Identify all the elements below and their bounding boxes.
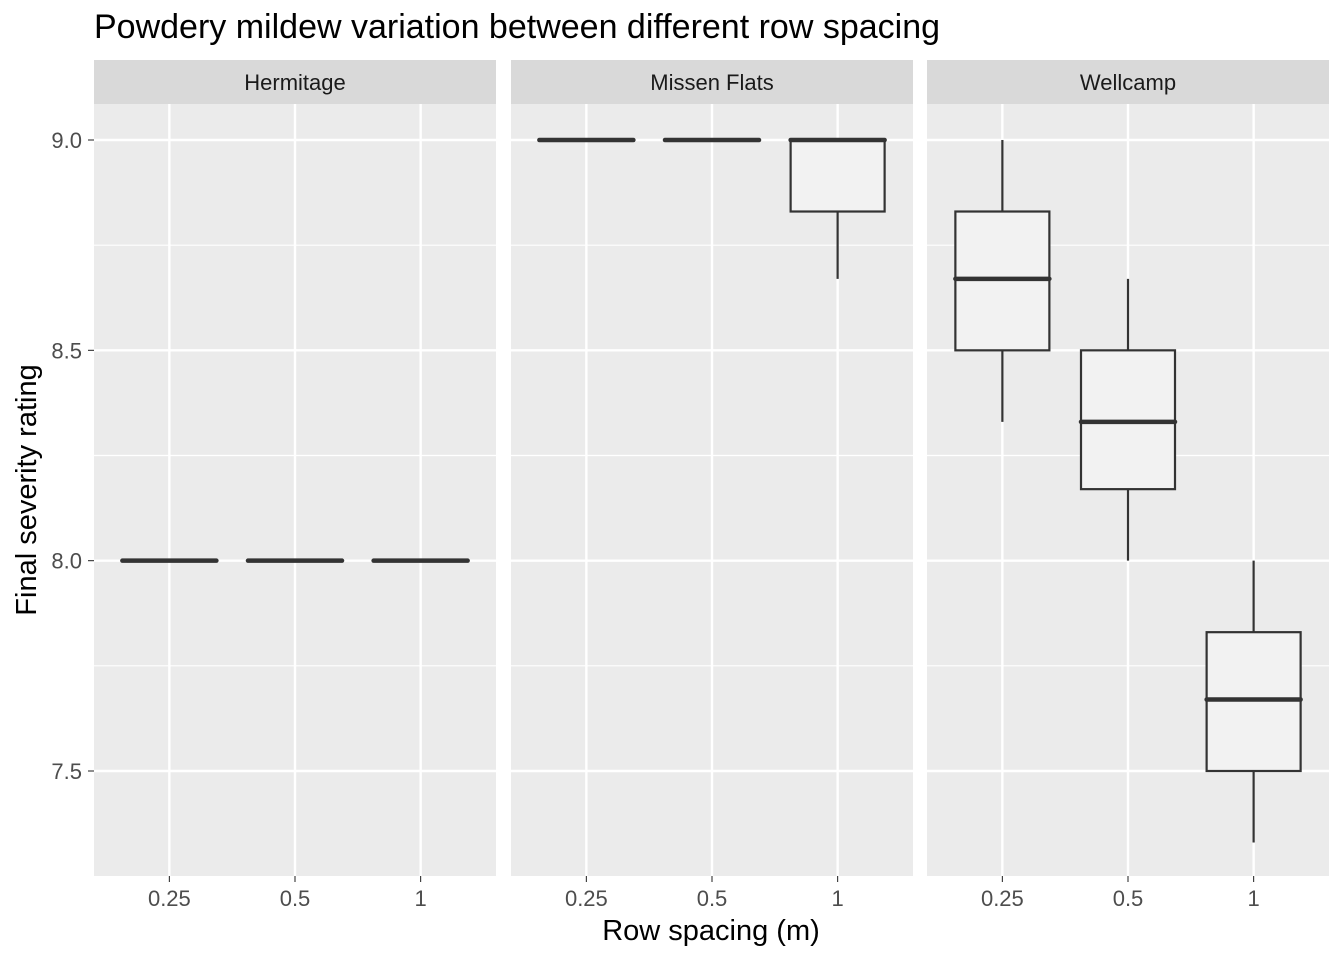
x-tick-label: 0.25 bbox=[981, 886, 1024, 911]
x-tick-label: 0.5 bbox=[697, 886, 728, 911]
y-tick-label: 9.0 bbox=[51, 128, 82, 153]
x-tick-label: 1 bbox=[415, 886, 427, 911]
box-iqr bbox=[789, 138, 886, 213]
boxplot bbox=[1078, 278, 1178, 561]
x-tick-label: 0.5 bbox=[1113, 886, 1144, 911]
facet-strip bbox=[94, 60, 496, 104]
y-tick-label: 7.5 bbox=[51, 759, 82, 784]
x-tick-label: 0.25 bbox=[565, 886, 608, 911]
y-axis-title: Final severity rating bbox=[11, 364, 43, 615]
facet-strip-label: Wellcamp bbox=[1080, 70, 1176, 95]
facet-panel: Missen Flats 0.25 0.5 1 bbox=[511, 60, 913, 911]
y-axis: 7.5 8.0 8.5 9.0 bbox=[51, 128, 94, 784]
x-axis-title: Row spacing (m) bbox=[602, 915, 820, 947]
x-tick-label: 0.5 bbox=[280, 886, 311, 911]
boxplot bbox=[953, 140, 1052, 422]
y-tick-label: 8.5 bbox=[51, 338, 82, 363]
x-tick-label: 0.25 bbox=[148, 886, 191, 911]
facet-panel: Hermitage 0.25 0.5 1 bbox=[94, 60, 496, 911]
x-tick-label: 1 bbox=[1248, 886, 1260, 911]
boxplot bbox=[788, 137, 887, 279]
boxplot bbox=[1204, 560, 1303, 843]
facet-strip bbox=[511, 60, 913, 104]
y-tick-label: 8.0 bbox=[51, 549, 82, 574]
facet-strip bbox=[927, 60, 1329, 104]
facet-strip-label: Missen Flats bbox=[650, 70, 773, 95]
facet-panel: Wellcamp 0.25 0.5 1 bbox=[927, 60, 1329, 911]
facet-strip-label: Hermitage bbox=[244, 70, 345, 95]
x-tick-label: 1 bbox=[832, 886, 844, 911]
chart-title: Powdery mildew variation between differe… bbox=[94, 8, 940, 46]
